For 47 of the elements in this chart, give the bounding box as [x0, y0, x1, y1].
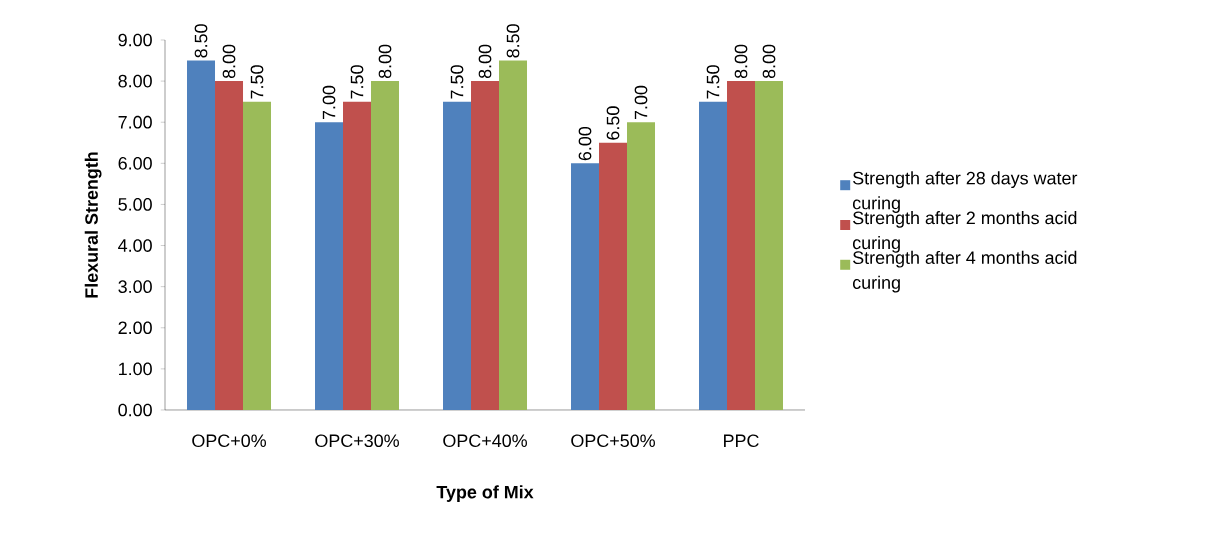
x-tick-label: OPC+0%: [192, 434, 266, 448]
data-label: 8.50: [194, 24, 208, 58]
y-tick-label: 3.00: [118, 280, 152, 293]
bar: [371, 81, 400, 410]
data-label: 6.00: [578, 126, 592, 161]
x-tick-label: OPC+50%: [571, 434, 655, 448]
data-label: 7.50: [350, 65, 364, 99]
y-tick-label: 1.00: [119, 362, 152, 376]
x-tick-label: OPC+40%: [443, 434, 527, 448]
data-label: 8.00: [478, 44, 492, 79]
x-axis-title: Type of Mix: [436, 485, 534, 502]
data-label: 8.50: [506, 24, 520, 58]
data-label: 7.50: [250, 65, 264, 99]
data-label: 8.00: [734, 44, 748, 79]
y-tick-label: 2.00: [118, 321, 152, 335]
x-tick-label: OPC+30%: [315, 434, 399, 448]
bar: [215, 81, 244, 410]
bar: [571, 163, 600, 410]
y-tick-label: 8.00: [118, 74, 152, 88]
data-label: 8.00: [378, 44, 392, 79]
bar: [599, 142, 628, 410]
data-label: 7.50: [706, 65, 720, 99]
bar: [727, 81, 756, 410]
data-label: 8.00: [762, 44, 776, 79]
y-tick-label: 0.00: [118, 403, 152, 417]
bar: [243, 101, 272, 410]
data-label: 8.00: [222, 44, 236, 79]
bar: [755, 81, 784, 410]
bar: [627, 122, 656, 410]
bar: [471, 81, 500, 410]
bar: [499, 60, 528, 410]
y-tick-label: 7.00: [118, 115, 152, 129]
y-tick-label: 6.00: [118, 156, 152, 170]
data-label: 7.00: [634, 85, 648, 120]
bar: [343, 101, 372, 410]
y-tick-label: 9.00: [118, 33, 152, 47]
data-label: 6.50: [606, 106, 620, 140]
y-tick-label: 5.00: [118, 198, 152, 211]
bar: [315, 122, 344, 410]
bar: [443, 101, 472, 410]
bar: [699, 101, 728, 410]
bar: [187, 60, 216, 410]
data-label: 7.50: [450, 65, 464, 99]
y-axis-title: Flexural Strength: [84, 152, 102, 298]
data-label: 7.00: [322, 85, 336, 120]
x-tick-label: PPC: [724, 434, 759, 448]
y-tick-label: 4.00: [118, 239, 152, 252]
